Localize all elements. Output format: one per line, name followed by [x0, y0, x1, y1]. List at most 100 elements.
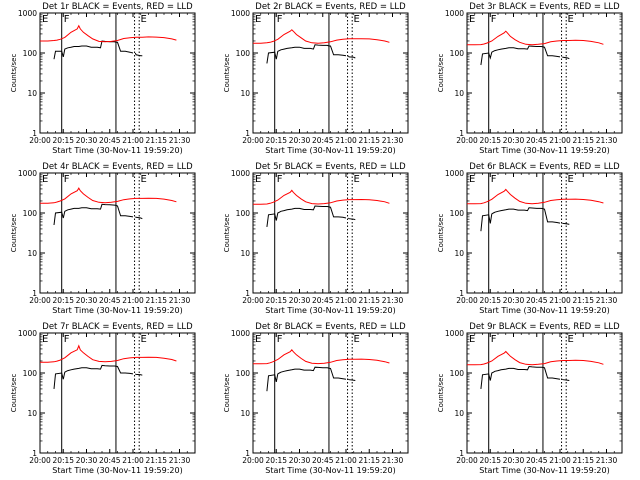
panel-title: Det 5r BLACK = Events, RED = LLD: [255, 162, 406, 172]
plot-frame: [252, 332, 409, 454]
y-axis-label: Counts/sec: [437, 374, 445, 413]
x-tick-label: 21:30: [382, 296, 404, 305]
x-tick-label: 20:00: [242, 296, 264, 305]
series-events-line: [53, 364, 134, 389]
marker-label-end: E: [354, 334, 360, 345]
x-tick-label: 20:30: [289, 136, 311, 145]
x-tick-label: 20:45: [312, 456, 334, 465]
x-tick-label: 21:15: [145, 456, 167, 465]
x-tick-label: 20:30: [76, 296, 98, 305]
series-lld-line: [40, 344, 177, 363]
x-tick-label: 21:00: [335, 296, 357, 305]
y-tick-label: 10: [240, 409, 250, 418]
x-tick-label: 21:15: [572, 296, 594, 305]
x-tick-label: 20:45: [99, 456, 121, 465]
series-lld-line: [253, 29, 390, 44]
plot-frame: [466, 12, 623, 134]
y-tick-label: 100: [450, 209, 465, 218]
x-tick-label: 20:00: [242, 456, 264, 465]
panel-title: Det 3r BLACK = Events, RED = LLD: [469, 2, 620, 12]
plot-frame: [466, 172, 623, 294]
x-tick-label: 20:45: [312, 296, 334, 305]
x-axis-label: Start Time (30-Nov-11 19:59:20): [265, 306, 395, 315]
marker-label-start: E: [469, 334, 475, 345]
x-tick-label: 20:30: [503, 136, 525, 145]
y-axis-label: Counts/sec: [223, 374, 231, 413]
marker-label-end: E: [141, 174, 147, 185]
detector-panel-8: Det 8r BLACK = Events, RED = LLD 1 10 100 10…: [223, 322, 409, 475]
series-events-line: [480, 365, 561, 389]
series-events-line: [135, 373, 143, 376]
panel-title: Det 1r BLACK = Events, RED = LLD: [42, 2, 193, 12]
detector-panel-3: Det 3r BLACK = Events, RED = LLD 1 10 100 10…: [437, 2, 623, 155]
y-axis-label: Counts/sec: [223, 214, 231, 253]
x-tick-label: 20:15: [265, 456, 287, 465]
x-tick-label: 20:15: [479, 456, 501, 465]
y-axis-label: Counts/sec: [10, 374, 18, 413]
y-axis-label: Counts/sec: [223, 54, 231, 93]
y-tick-label: 10: [454, 249, 464, 258]
y-tick-label: 1: [245, 449, 250, 458]
series-events-line: [53, 40, 134, 60]
marker-label-f: F: [64, 334, 70, 345]
y-tick-label: 1000: [18, 9, 37, 18]
y-tick-label: 1000: [445, 169, 464, 178]
x-axis-label: Start Time (30-Nov-11 19:59:20): [52, 146, 182, 155]
x-tick-label: 21:15: [358, 136, 380, 145]
detector-panel-9: Det 9r BLACK = Events, RED = LLD 1 10 100 10…: [437, 322, 623, 475]
series-lld-line: [467, 30, 604, 46]
x-tick-label: 21:30: [596, 296, 618, 305]
x-tick-label: 20:00: [456, 456, 478, 465]
panel-title: Det 9r BLACK = Events, RED = LLD: [469, 322, 620, 332]
x-tick-label: 20:15: [479, 136, 501, 145]
y-tick-label: 10: [454, 409, 464, 418]
x-tick-label: 21:15: [572, 136, 594, 145]
x-tick-label: 20:45: [526, 456, 548, 465]
x-tick-label: 21:30: [169, 456, 191, 465]
x-tick-label: 21:15: [145, 136, 167, 145]
x-tick-label: 20:45: [99, 136, 121, 145]
series-lld-line: [467, 188, 604, 205]
x-axis-label: Start Time (30-Nov-11 19:59:20): [479, 146, 609, 155]
series-lld-line: [467, 350, 604, 366]
plot-frame: [39, 12, 196, 134]
marker-label-f: F: [64, 174, 70, 185]
y-tick-label: 1: [245, 129, 250, 138]
x-tick-label: 20:00: [242, 136, 264, 145]
y-tick-label: 1: [459, 289, 464, 298]
x-tick-label: 20:15: [479, 296, 501, 305]
marker-label-f: F: [277, 14, 283, 25]
plot-frame: [39, 332, 196, 454]
y-tick-label: 1: [459, 449, 464, 458]
x-tick-label: 21:15: [145, 296, 167, 305]
series-lld-line: [253, 349, 390, 365]
marker-label-end: E: [354, 14, 360, 25]
detector-panel-7: Det 7r BLACK = Events, RED = LLD 1 10 100 10…: [10, 322, 196, 475]
x-tick-label: 20:45: [99, 296, 121, 305]
y-axis-label: Counts/sec: [10, 54, 18, 93]
x-tick-label: 20:00: [29, 296, 51, 305]
plot-frame: [466, 332, 623, 454]
y-tick-label: 10: [27, 409, 37, 418]
y-tick-label: 100: [23, 369, 38, 378]
x-tick-label: 20:45: [526, 136, 548, 145]
detector-panel-6: Det 6r BLACK = Events, RED = LLD 1 10 100 10…: [437, 162, 623, 315]
series-events-line: [480, 45, 561, 66]
detector-panel-1: Det 1r BLACK = Events, RED = LLD 1 10 100 10…: [10, 2, 196, 155]
y-tick-label: 1: [245, 289, 250, 298]
x-tick-label: 20:45: [526, 296, 548, 305]
x-tick-label: 20:15: [265, 136, 287, 145]
series-lld-line: [253, 189, 390, 205]
x-tick-label: 20:00: [456, 136, 478, 145]
x-tick-label: 20:15: [265, 296, 287, 305]
x-tick-label: 20:30: [76, 136, 98, 145]
series-events-line: [266, 205, 347, 227]
x-tick-label: 21:30: [169, 136, 191, 145]
y-tick-label: 1000: [18, 329, 37, 338]
panel-title: Det 4r BLACK = Events, RED = LLD: [42, 162, 193, 172]
marker-label-start: E: [469, 14, 475, 25]
y-tick-label: 1000: [18, 169, 37, 178]
x-tick-label: 20:30: [76, 456, 98, 465]
series-events-line: [348, 378, 356, 381]
y-tick-label: 1000: [445, 9, 464, 18]
